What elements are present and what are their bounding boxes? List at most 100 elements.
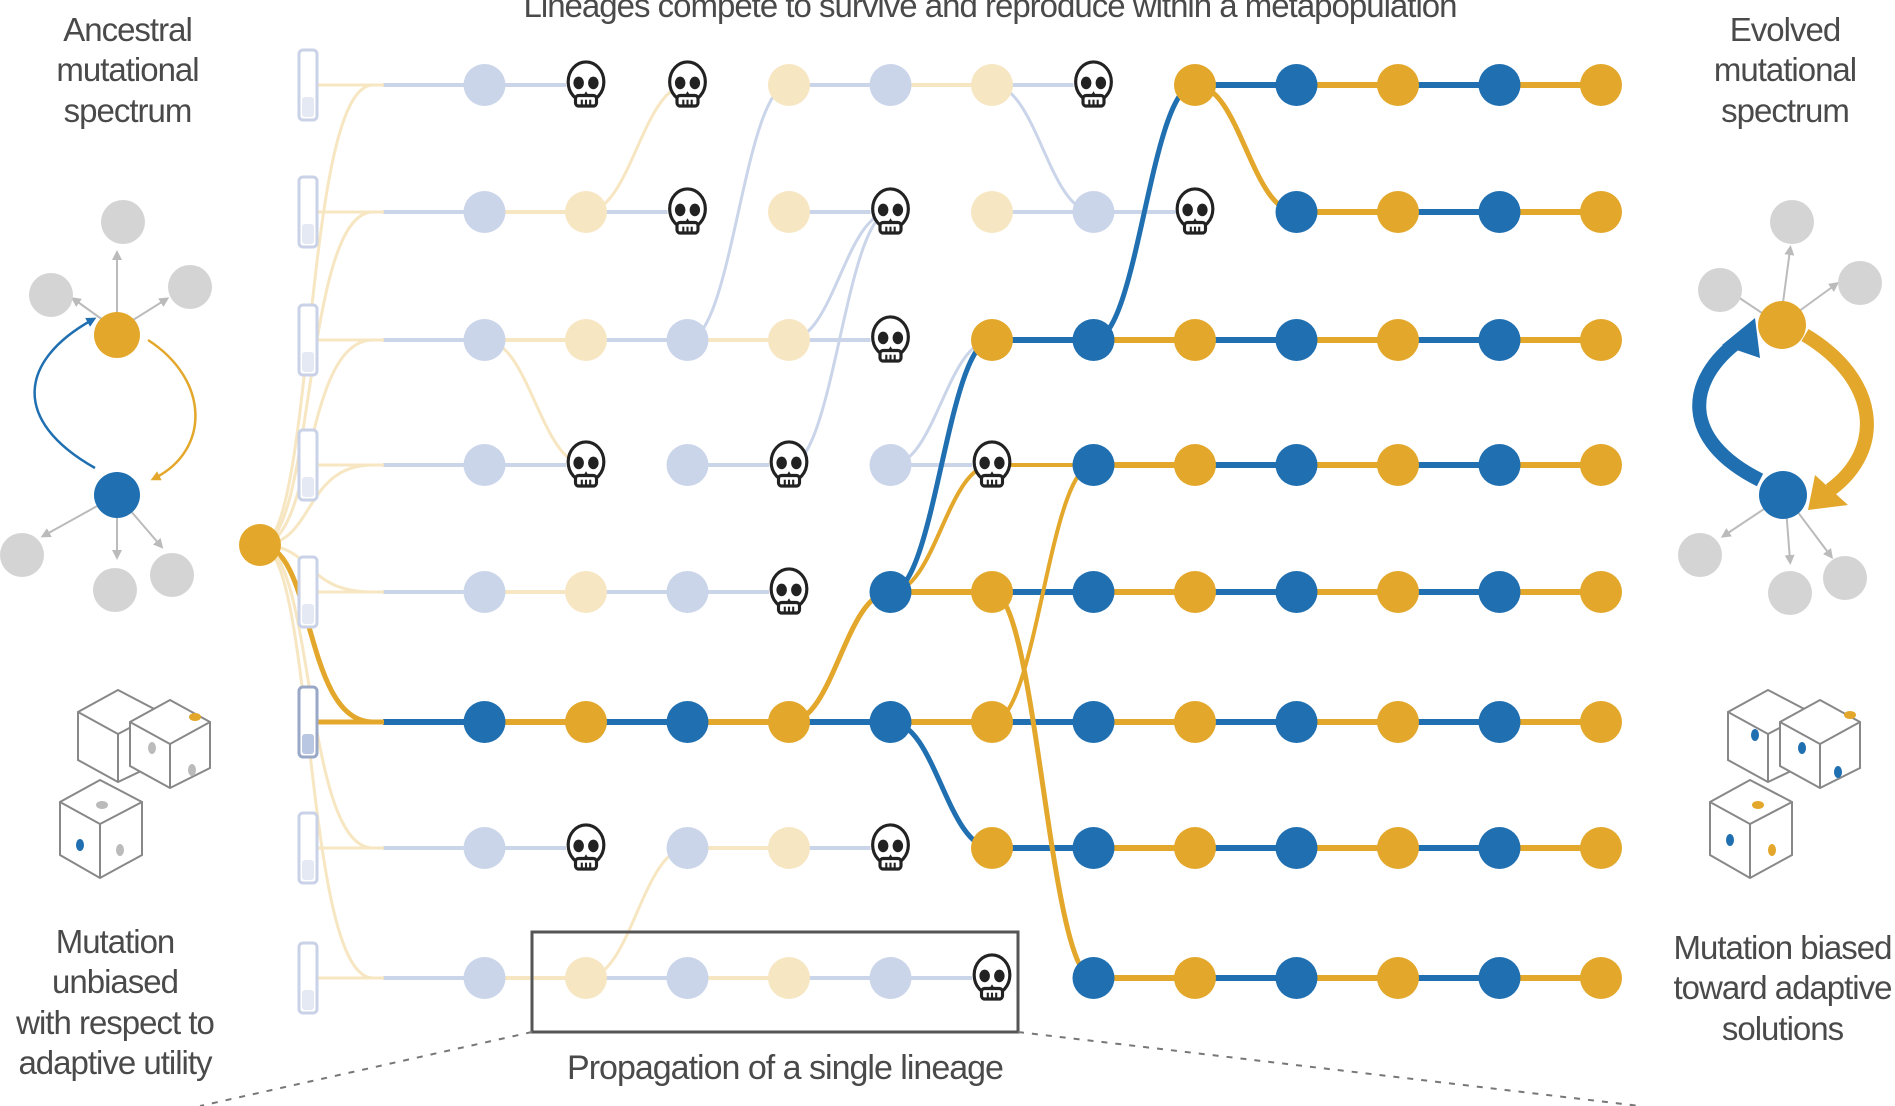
- evolved-label-line: spectrum: [1721, 91, 1850, 129]
- gold-genotype-node: [565, 319, 607, 361]
- blue-genotype-node: [1275, 64, 1318, 106]
- blue-genotype-node: [463, 64, 506, 106]
- skull-icon: [668, 60, 707, 108]
- migration-link: [890, 719, 993, 851]
- migration-link: [890, 338, 993, 467]
- blue-genotype-node: [666, 827, 709, 869]
- skull-icon: [1175, 187, 1215, 235]
- ancestral-label-line: mutational: [56, 51, 199, 89]
- gold-genotype-node: [971, 64, 1013, 106]
- gold-genotype-node: [565, 191, 607, 233]
- inset-highlight-box: [530, 930, 1020, 1034]
- gold-genotype-node: [1377, 701, 1419, 743]
- gold-genotype-node: [565, 701, 607, 743]
- test-tube-icon: [297, 175, 319, 249]
- blue-genotype-node: [1478, 444, 1521, 486]
- inset-caption: Propagation of a single lineage: [567, 1049, 1004, 1087]
- gold-genotype-node: [1377, 319, 1419, 361]
- blue-genotype-node: [1275, 571, 1318, 613]
- skull-icon: [566, 823, 606, 871]
- migration-link: [585, 846, 688, 980]
- gold-genotype-node: [1580, 571, 1622, 613]
- gold-genotype-node: [768, 64, 810, 106]
- blue-genotype-node: [1275, 701, 1318, 743]
- fan-link: [259, 210, 374, 547]
- blue-genotype-node: [1478, 701, 1521, 743]
- blue-genotype-node: [1478, 64, 1521, 106]
- test-tube-icon: [297, 303, 319, 377]
- gold-genotype-node: [1580, 957, 1622, 999]
- blue-genotype-node: [1072, 191, 1115, 233]
- blue-genotype-node: [1478, 191, 1521, 233]
- unbiased-label-line: adaptive utility: [18, 1043, 212, 1081]
- skull-icon: [871, 187, 910, 235]
- skull-icon: [871, 823, 910, 871]
- gold-genotype-node: [1580, 827, 1622, 869]
- gold-genotype-node: [1377, 571, 1419, 613]
- inset-dashed-line-right: [1017, 1031, 1641, 1106]
- migration-link: [1194, 82, 1297, 215]
- skull-icon: [972, 440, 1012, 488]
- blue-genotype-node: [666, 571, 709, 613]
- gold-genotype-node: [1174, 444, 1216, 486]
- blue-genotype-node: [1275, 827, 1318, 869]
- gold-genotype-node: [565, 957, 607, 999]
- blue-genotype-node: [463, 957, 506, 999]
- blue-genotype-node: [666, 319, 709, 361]
- diagram-title: Lineages compete to survive and reproduc…: [523, 0, 1458, 24]
- evolved-label-line: mutational: [1713, 51, 1857, 89]
- inset-dashed-line-left: [199, 1031, 533, 1106]
- blue-genotype-node: [1478, 827, 1521, 869]
- blue-genotype-node: [1072, 701, 1115, 743]
- blue-genotype-node: [463, 571, 506, 613]
- blue-genotype-node: [1072, 957, 1115, 999]
- biased-label-line: Mutation biased: [1673, 929, 1893, 966]
- blue-genotype-node: [1275, 444, 1318, 486]
- blue-genotype-node: [869, 701, 912, 743]
- gold-genotype-node: [1580, 701, 1622, 743]
- skull-icon: [668, 187, 707, 235]
- blue-genotype-node: [666, 701, 709, 743]
- gold-genotype-node: [1377, 827, 1419, 869]
- blue-genotype-node: [463, 191, 506, 233]
- gold-genotype-node: [1377, 64, 1419, 106]
- gold-genotype-node: [768, 957, 810, 999]
- gold-genotype-node: [768, 191, 810, 233]
- blue-genotype-node: [1072, 827, 1115, 869]
- migration-link: [585, 83, 688, 214]
- blue-genotype-node: [869, 64, 912, 106]
- test-tube-icon: [297, 941, 319, 1015]
- gold-genotype-node: [1174, 571, 1216, 613]
- blue-genotype-node: [869, 444, 912, 486]
- migration-link: [991, 83, 1094, 214]
- unbiased-label-line: Mutation unbiased: [52, 923, 179, 1001]
- migration-link: [991, 589, 1095, 981]
- skull-icon: [769, 440, 809, 488]
- test-tube-icon: [297, 428, 319, 502]
- blue-genotype-node: [1072, 319, 1115, 361]
- blue-genotype-node: [463, 701, 506, 743]
- blue-genotype-node: [666, 444, 709, 486]
- evolved-label-line: Evolved: [1729, 11, 1841, 48]
- ancestor-node: [239, 524, 281, 566]
- blue-genotype-node: [463, 444, 506, 486]
- dice-icon: [1709, 688, 1861, 880]
- test-tube-icon: [297, 555, 319, 629]
- gold-genotype-node: [1580, 444, 1622, 486]
- biased-mutation-label: Mutation biased toward adaptive solution…: [1665, 928, 1895, 1049]
- blue-genotype-node: [869, 957, 912, 999]
- skull-icon: [972, 953, 1012, 1001]
- migration-link: [788, 589, 891, 725]
- fan-link: [259, 543, 374, 980]
- gold-genotype-node: [1580, 191, 1622, 233]
- ancestral-spectrum-label: Ancestral mutational spectrum: [30, 10, 225, 131]
- skull-icon: [769, 567, 809, 615]
- test-tube-icon: [297, 811, 319, 885]
- blue-genotype-node: [1072, 571, 1115, 613]
- gold-genotype-node: [1174, 319, 1216, 361]
- lineage-network: [239, 48, 1622, 1015]
- blue-genotype-node: [869, 571, 912, 613]
- blue-genotype-node: [1478, 319, 1521, 361]
- blue-genotype-node: [463, 319, 506, 361]
